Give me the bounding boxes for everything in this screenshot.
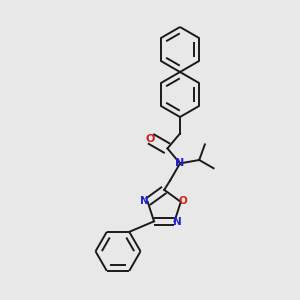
Text: O: O: [179, 196, 188, 206]
Text: O: O: [146, 134, 155, 144]
Text: N: N: [173, 217, 182, 227]
Text: N: N: [140, 196, 149, 206]
Text: N: N: [176, 158, 184, 168]
